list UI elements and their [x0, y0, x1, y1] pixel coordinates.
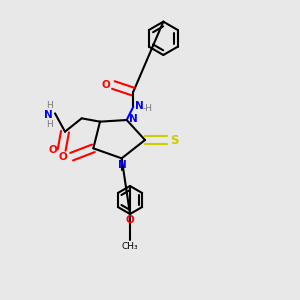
Text: N: N: [129, 114, 137, 124]
Text: N: N: [135, 101, 144, 111]
Text: CH₃: CH₃: [122, 242, 138, 251]
Text: -H: -H: [142, 104, 152, 113]
Text: O: O: [102, 80, 110, 90]
Text: H: H: [46, 101, 53, 110]
Text: O: O: [49, 145, 58, 155]
Text: O: O: [59, 152, 68, 162]
Text: N: N: [44, 110, 53, 120]
Text: H: H: [46, 120, 53, 129]
Text: N: N: [118, 160, 127, 170]
Text: S: S: [170, 134, 178, 146]
Text: O: O: [126, 215, 134, 225]
